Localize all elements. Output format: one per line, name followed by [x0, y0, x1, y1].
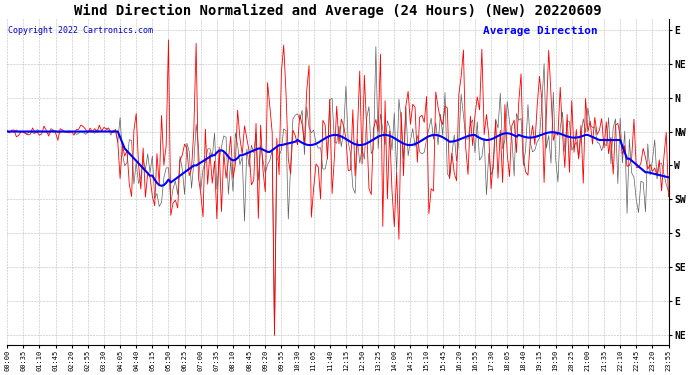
Title: Wind Direction Normalized and Average (24 Hours) (New) 20220609: Wind Direction Normalized and Average (2…: [74, 4, 602, 18]
Text: Copyright 2022 Cartronics.com: Copyright 2022 Cartronics.com: [8, 26, 153, 35]
Text: Average Direction: Average Direction: [484, 26, 598, 36]
